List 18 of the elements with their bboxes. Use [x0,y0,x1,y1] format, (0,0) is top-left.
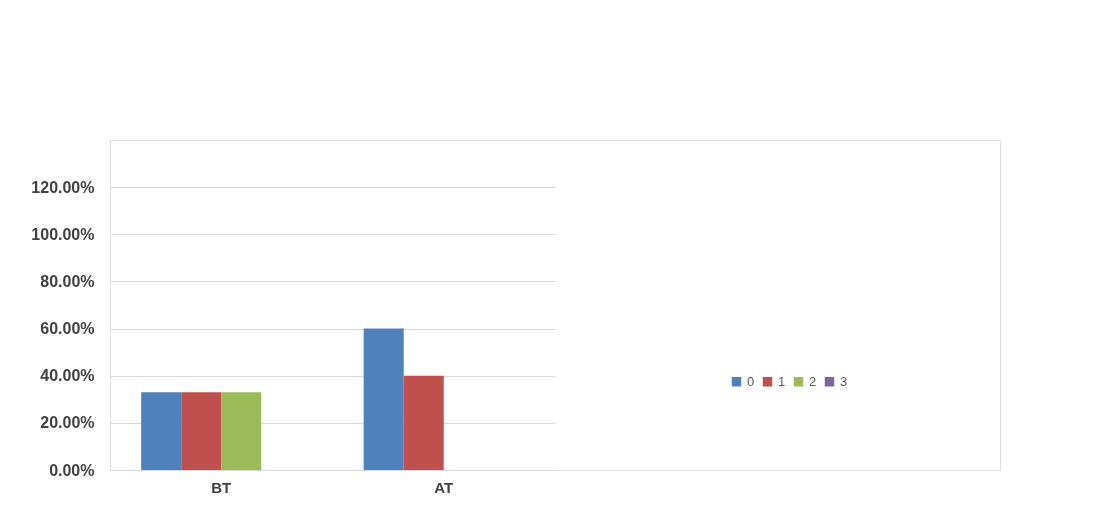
y-tick-label: 100.00% [31,225,95,243]
y-tick-label: 80.00% [40,272,95,290]
x-tick-label: BT [211,478,232,496]
legend-label: 3 [840,373,848,389]
x-tick-label: AT [434,478,454,496]
bar [403,375,444,470]
legend-label: 2 [809,373,817,389]
bar [363,328,404,470]
y-tick-label: 0.00% [49,461,95,479]
bar [221,392,262,470]
y-tick-label: 40.00% [40,367,95,385]
y-tick-label: 120.00% [31,178,95,196]
legend-label: 0 [747,373,755,389]
bar [181,392,222,470]
y-tick-label: 20.00% [40,414,95,432]
y-tick-label: 60.00% [40,320,95,338]
bar [141,392,182,470]
legend-label: 1 [778,373,786,389]
